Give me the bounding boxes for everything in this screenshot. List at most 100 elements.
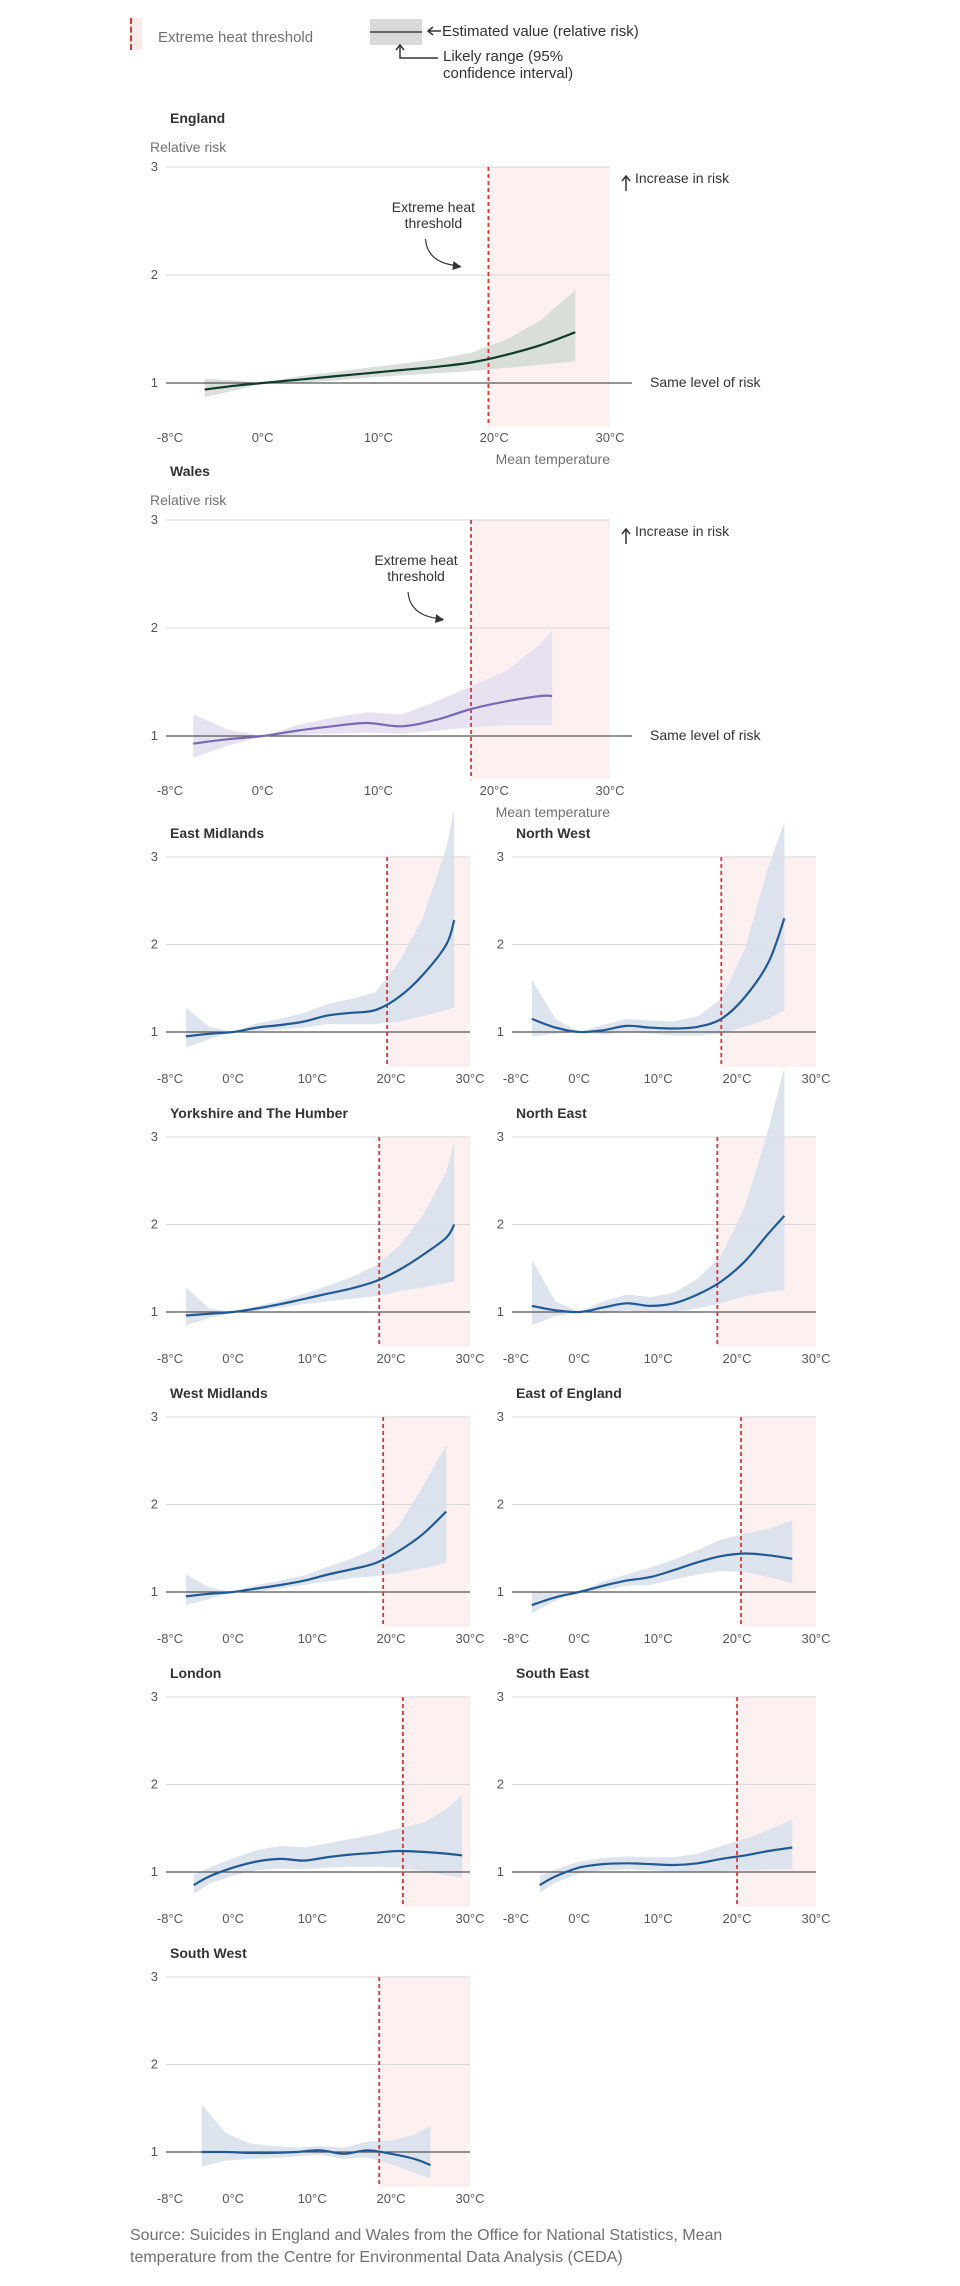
x-tick-label: 30°C — [455, 1071, 484, 1086]
x-tick-label: 10°C — [644, 1911, 673, 1926]
x-tick-label: 20°C — [377, 1071, 406, 1086]
y-tick-label: 1 — [151, 1304, 158, 1319]
x-tick-label: -8°C — [503, 1351, 529, 1366]
x-tick-label: -8°C — [157, 1351, 183, 1366]
confidence-band — [193, 630, 553, 758]
y-tick-label: 2 — [497, 937, 504, 952]
y-tick-label: 3 — [151, 1969, 158, 1984]
increase-in-risk-label: Increase in risk — [635, 170, 730, 186]
y-tick-label: 1 — [151, 1864, 158, 1879]
confidence-band — [185, 1141, 455, 1326]
chart-england: 1 2 3 -8°C 0°C 10°C 20°C 30°C England Relative ri… — [150, 110, 761, 467]
x-tick-label: 0°C — [568, 1911, 590, 1926]
x-tick-label: 30°C — [801, 1911, 830, 1926]
x-tick-label: 20°C — [723, 1911, 752, 1926]
threshold-note-line-1: Extreme heat — [392, 199, 475, 215]
heat-zone — [741, 1417, 816, 1627]
chart-london: 1 2 3 -8°C 0°C 10°C 20°C 30°C London — [151, 1665, 485, 1926]
estimate-line — [204, 331, 576, 391]
chart-wales: 1 2 3 -8°C 0°C 10°C 20°C 30°C Wales Relative risk… — [150, 463, 761, 820]
same-level-label: Same level of risk — [650, 374, 761, 390]
y-tick-label: 1 — [151, 375, 158, 390]
x-tick-label: 10°C — [364, 430, 393, 445]
chart-yorkshire-and-the-humber: 1 2 3 -8°C 0°C 10°C 20°C 30°C Yorkshire and The … — [151, 1105, 485, 1366]
y-tick-label: 2 — [151, 2057, 158, 2072]
x-tick-label: 20°C — [723, 1351, 752, 1366]
x-tick-label: 0°C — [568, 1351, 590, 1366]
estimate-line — [539, 1846, 793, 1887]
y-tick-label: 3 — [497, 1689, 504, 1704]
legend-arrows — [395, 26, 441, 59]
threshold-note-arrowhead — [435, 614, 445, 623]
y-tick-label: 2 — [497, 1777, 504, 1792]
y-tick-label: 1 — [151, 728, 158, 743]
chart-title: North West — [516, 825, 591, 841]
x-tick-label: 0°C — [252, 783, 274, 798]
x-tick-label: -8°C — [503, 1071, 529, 1086]
threshold-note-line-1: Extreme heat — [374, 552, 457, 568]
x-tick-label: -8°C — [157, 2191, 183, 2206]
x-tick-label: 30°C — [455, 1911, 484, 1926]
x-tick-label: 20°C — [723, 1071, 752, 1086]
chart-title: South West — [170, 1945, 247, 1961]
y-tick-label: 2 — [151, 620, 158, 635]
confidence-band — [201, 2103, 431, 2179]
x-tick-label: -8°C — [157, 1631, 183, 1646]
y-tick-label: 1 — [497, 1024, 504, 1039]
x-tick-label: 20°C — [377, 1631, 406, 1646]
y-tick-label: 3 — [151, 512, 158, 527]
chart-title: East of England — [516, 1385, 622, 1401]
x-tick-label: 10°C — [298, 1631, 327, 1646]
chart-title: England — [170, 110, 225, 126]
legend-range-line-2: confidence interval) — [443, 65, 574, 82]
y-tick-label: 3 — [497, 1409, 504, 1424]
x-tick-label: 30°C — [455, 1631, 484, 1646]
chart-east-of-england: 1 2 3 -8°C 0°C 10°C 20°C 30°C East of England — [497, 1385, 831, 1646]
y-tick-label: 3 — [151, 1409, 158, 1424]
increase-arrow — [621, 527, 631, 544]
chart-title: East Midlands — [170, 825, 264, 841]
chart-title: North East — [516, 1105, 587, 1121]
chart-title: London — [170, 1665, 221, 1681]
y-tick-label: 3 — [151, 159, 158, 174]
legend-estimate-label: Estimated value (relative risk) — [442, 23, 639, 40]
y-tick-label: 3 — [497, 849, 504, 864]
x-tick-label: -8°C — [503, 1631, 529, 1646]
x-tick-label: 10°C — [298, 1351, 327, 1366]
confidence-band — [531, 822, 785, 1037]
estimate-line — [531, 917, 786, 1034]
confidence-band — [531, 1067, 785, 1326]
y-tick-label: 2 — [151, 1497, 158, 1512]
x-tick-label: 10°C — [644, 1351, 673, 1366]
threshold-note-line-2: threshold — [387, 568, 445, 584]
x-tick-label: 0°C — [568, 1071, 590, 1086]
x-tick-label: 0°C — [222, 2191, 244, 2206]
confidence-band — [185, 1445, 447, 1606]
same-level-label: Same level of risk — [650, 727, 761, 743]
chart-north-west: 1 2 3 -8°C 0°C 10°C 20°C 30°C North West — [497, 822, 831, 1086]
x-tick-label: 20°C — [723, 1631, 752, 1646]
x-tick-label: 10°C — [644, 1631, 673, 1646]
heat-zone — [737, 1697, 816, 1907]
y-tick-label: 2 — [497, 1217, 504, 1232]
x-tick-label: 10°C — [644, 1071, 673, 1086]
y-axis-label: Relative risk — [150, 492, 227, 508]
chart-title: Wales — [170, 463, 210, 479]
estimate-line — [531, 1215, 786, 1314]
x-tick-label: 30°C — [455, 2191, 484, 2206]
y-tick-label: 1 — [497, 1584, 504, 1599]
chart-west-midlands: 1 2 3 -8°C 0°C 10°C 20°C 30°C West Midlands — [151, 1385, 485, 1646]
estimate-line — [201, 2149, 431, 2167]
threshold-note-arrow — [424, 238, 461, 267]
threshold-swatch — [130, 18, 142, 50]
x-axis-label: Mean temperature — [496, 804, 611, 820]
x-tick-label: 30°C — [801, 1351, 830, 1366]
threshold-note-arrowhead — [452, 261, 462, 270]
confidence-band — [193, 1795, 463, 1894]
threshold-note-arrow — [407, 591, 444, 620]
estimate-line — [185, 1223, 456, 1317]
x-tick-label: 0°C — [222, 1071, 244, 1086]
x-tick-label: 0°C — [222, 1631, 244, 1646]
x-tick-label: 20°C — [377, 1351, 406, 1366]
